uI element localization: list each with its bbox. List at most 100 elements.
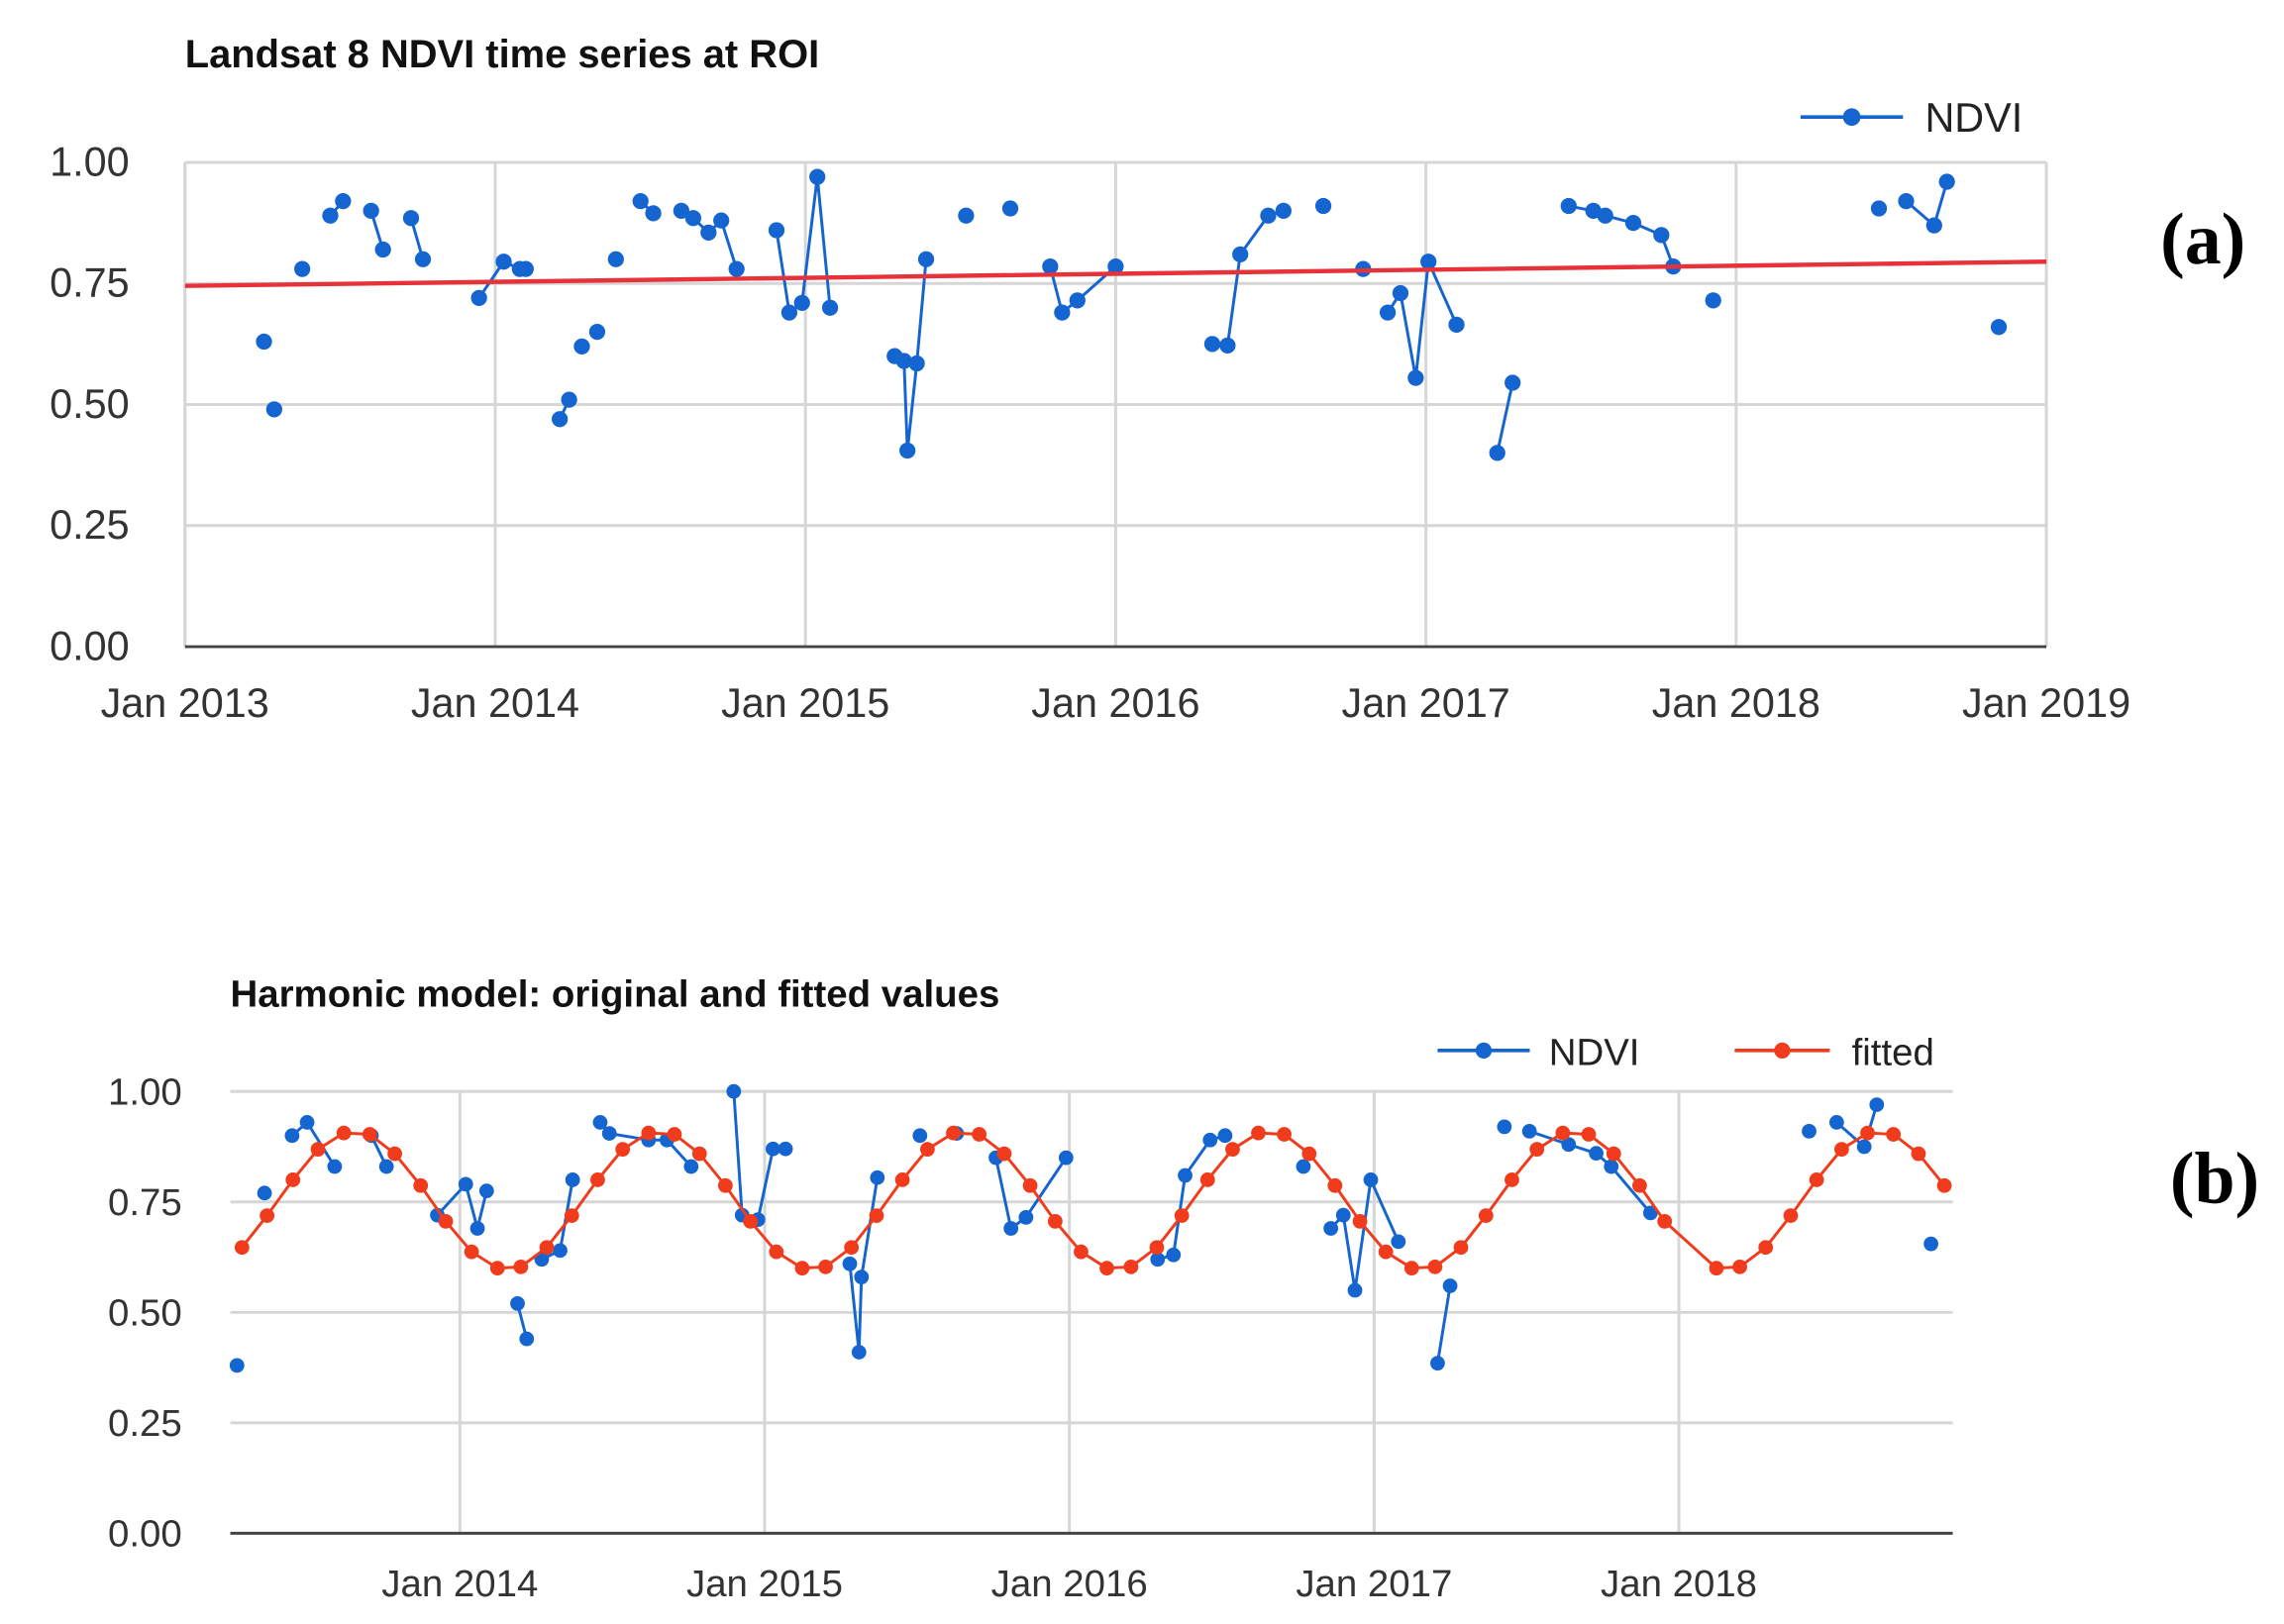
- data-point: [1042, 258, 1059, 275]
- data-point: [590, 1172, 605, 1187]
- data-point: [1203, 336, 1221, 353]
- data-point: [1335, 1207, 1351, 1223]
- x-tick-label: Jan 2014: [411, 680, 579, 726]
- data-point: [1277, 1127, 1292, 1142]
- data-point: [378, 1159, 394, 1174]
- data-point: [1834, 1142, 1849, 1158]
- data-point: [615, 1142, 631, 1158]
- data-point: [363, 202, 379, 220]
- data-point: [1001, 200, 1019, 217]
- data-point: [1219, 337, 1236, 354]
- data-point: [684, 210, 702, 227]
- series-line: [1211, 209, 1285, 348]
- data-point: [1448, 316, 1465, 333]
- data-point: [1403, 1261, 1419, 1276]
- data-point: [464, 1244, 479, 1260]
- series-line: [1386, 255, 1458, 378]
- x-tick-label: Jan 2016: [991, 1563, 1148, 1605]
- data-point: [387, 1146, 402, 1162]
- data-point: [260, 1208, 275, 1223]
- data-point: [265, 401, 282, 418]
- x-tick-label: Jan 2017: [1296, 1563, 1452, 1605]
- data-point: [743, 1213, 759, 1229]
- data-point: [768, 222, 785, 239]
- data-point: [1232, 246, 1249, 263]
- data-point: [1251, 1125, 1266, 1141]
- data-point: [1758, 1240, 1774, 1256]
- data-point: [1828, 1115, 1844, 1130]
- data-point: [946, 1125, 961, 1141]
- trend-line: [184, 259, 2047, 288]
- series-line: [732, 1091, 786, 1222]
- data-point: [1327, 1177, 1343, 1193]
- data-point: [1453, 1240, 1469, 1256]
- y-tick-label: 0.00: [50, 623, 130, 668]
- y-tick-label: 0.75: [50, 260, 130, 306]
- data-point: [1099, 1261, 1114, 1276]
- y-tick-label: 1.00: [108, 1070, 182, 1113]
- data-point: [1990, 319, 2008, 336]
- data-point: [1391, 1234, 1406, 1250]
- data-point: [1149, 1240, 1165, 1256]
- data-point: [285, 1172, 301, 1187]
- data-point: [374, 241, 391, 258]
- data-point: [607, 251, 624, 267]
- data-point: [912, 1128, 928, 1144]
- data-point: [510, 1295, 525, 1311]
- data-point: [229, 1358, 245, 1373]
- data-point: [718, 1177, 733, 1193]
- data-point: [632, 192, 649, 210]
- data-point: [809, 168, 826, 185]
- data-point: [1732, 1259, 1747, 1274]
- legend-label: fitted: [1852, 1032, 1934, 1074]
- data-point: [495, 254, 512, 270]
- legend-label: NDVI: [1549, 1032, 1640, 1074]
- data-point: [1275, 202, 1292, 220]
- data-point: [1597, 207, 1613, 224]
- data-point: [1058, 1150, 1074, 1166]
- data-point: [1809, 1172, 1824, 1187]
- data-point: [894, 1172, 910, 1187]
- data-point: [1529, 1142, 1545, 1158]
- data-point: [1379, 304, 1397, 321]
- data-point: [1003, 1221, 1019, 1236]
- data-point: [895, 353, 912, 369]
- data-point: [1886, 1127, 1902, 1142]
- y-tick-label: 1.00: [50, 139, 130, 184]
- data-point: [1870, 200, 1888, 217]
- data-point: [1624, 215, 1642, 232]
- data-point: [470, 289, 487, 307]
- data-point: [601, 1126, 617, 1141]
- x-tick-label: Jan 2018: [1652, 680, 1820, 726]
- data-point: [972, 1127, 987, 1142]
- data-point: [1347, 1282, 1363, 1298]
- data-point: [691, 1146, 707, 1162]
- data-point: [1378, 1244, 1394, 1260]
- x-tick-label: Jan 2017: [1342, 680, 1510, 726]
- data-point: [870, 1169, 885, 1185]
- data-point: [1869, 1097, 1885, 1112]
- data-point: [780, 304, 798, 321]
- series-line: [775, 176, 832, 316]
- data-point: [1018, 1209, 1034, 1225]
- data-point: [641, 1125, 657, 1141]
- data-point: [1632, 1177, 1647, 1193]
- data-point: [1178, 1167, 1193, 1183]
- chart-a: Landsat 8 NDVI time series at ROI (a) 0.…: [50, 33, 2245, 726]
- data-point: [793, 294, 810, 311]
- data-point: [517, 260, 534, 277]
- data-point: [1606, 1146, 1621, 1162]
- data-point: [1560, 197, 1577, 215]
- data-point: [1123, 1259, 1139, 1274]
- data-point: [561, 391, 577, 408]
- data-point: [284, 1128, 300, 1144]
- data-point: [1199, 1172, 1215, 1187]
- data-point: [1430, 1356, 1445, 1370]
- data-point: [362, 1127, 377, 1142]
- data-point: [851, 1345, 867, 1360]
- panel-label-a: (a): [2160, 198, 2245, 279]
- data-point: [1705, 292, 1721, 309]
- data-point: [899, 442, 916, 459]
- data-point: [588, 324, 606, 341]
- data-point: [700, 224, 717, 242]
